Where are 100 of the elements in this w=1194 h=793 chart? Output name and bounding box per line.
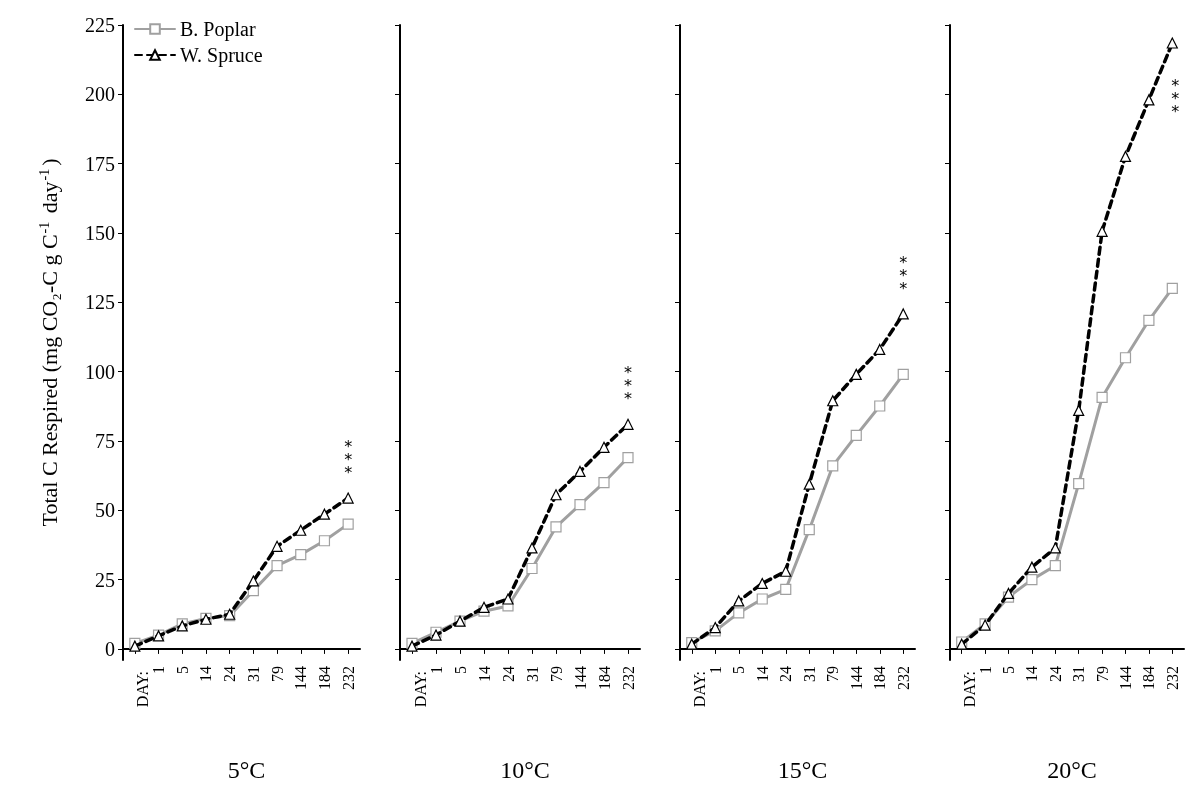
x-tick-label: 79	[824, 666, 842, 682]
x-tick-label: 1	[427, 666, 445, 674]
point	[622, 418, 634, 430]
point	[850, 429, 862, 441]
point	[709, 621, 721, 634]
annotation: ***	[344, 437, 353, 483]
x-tick-label: 232	[894, 666, 912, 690]
x-tick-label: 79	[1093, 666, 1111, 682]
text: DAY:	[961, 671, 979, 708]
point	[1096, 391, 1108, 403]
point	[1166, 37, 1178, 49]
point	[550, 489, 562, 501]
point	[318, 508, 331, 520]
x-tick-label: 232	[339, 666, 357, 690]
point	[1119, 150, 1132, 163]
point	[550, 521, 562, 533]
point	[733, 595, 745, 607]
point	[574, 465, 586, 478]
point	[1143, 314, 1155, 326]
point	[1026, 561, 1038, 573]
point	[733, 607, 745, 619]
point	[295, 549, 307, 561]
point	[502, 593, 514, 605]
point	[271, 560, 283, 572]
point	[1166, 282, 1178, 295]
y-tick-label: 50	[95, 499, 115, 522]
point	[1073, 478, 1085, 490]
x-tick-label: 232	[1163, 666, 1181, 690]
x-tick-label: 14	[753, 666, 771, 682]
point	[780, 583, 792, 595]
annotation: ***	[899, 252, 908, 298]
point	[850, 368, 862, 380]
point	[318, 535, 331, 547]
x-tick-label: 144	[292, 666, 310, 690]
x-tick-label: 79	[268, 666, 286, 682]
y-tick-label: 175	[85, 152, 115, 175]
x-tick-label: 24	[499, 666, 517, 682]
annotation: ***	[1171, 75, 1180, 121]
point	[598, 476, 610, 489]
x-tick-label: 232	[619, 666, 637, 690]
point	[1073, 404, 1085, 417]
point	[1049, 560, 1061, 572]
point	[874, 343, 886, 356]
x-tick-label: 144	[571, 666, 589, 690]
point	[1096, 225, 1108, 237]
point	[803, 478, 815, 490]
annotation: ***	[624, 363, 632, 409]
point	[827, 460, 839, 472]
point	[574, 499, 586, 511]
point	[1002, 587, 1015, 600]
y-tick-label: 200	[85, 83, 115, 106]
x-tick-label: 14	[1023, 666, 1041, 682]
y-tick-label: 125	[85, 291, 115, 314]
x-tick-label: 14	[475, 666, 493, 682]
x-tick-label: 24	[777, 666, 795, 682]
x-axis-title: 5°C	[227, 757, 266, 783]
point	[1143, 94, 1155, 106]
text: DAY:	[411, 671, 429, 708]
point	[526, 562, 538, 575]
y-tick-label: 0	[105, 637, 115, 660]
x-tick-label: 1	[706, 666, 724, 674]
x-tick-label: 184	[595, 666, 613, 690]
x-tick-label: 1	[976, 666, 994, 674]
point	[342, 492, 354, 504]
y-tick-label: 75	[95, 429, 115, 452]
point	[803, 524, 815, 536]
x-tick-label: 5	[451, 666, 469, 674]
x-tick-label: 24	[221, 666, 239, 682]
legend-label: B. Poplar	[180, 18, 256, 41]
x-axis-title: 20°C	[1047, 757, 1097, 783]
x-tick-label: 184	[871, 666, 889, 690]
x-tick-label: 5	[173, 666, 191, 674]
x-tick-label: 31	[523, 666, 541, 682]
x-axis-title: 10°C	[500, 757, 550, 783]
x-tick-label: 31	[800, 666, 818, 682]
point	[598, 441, 610, 453]
point	[1119, 352, 1132, 364]
point	[756, 593, 768, 605]
x-tick-label: 5	[730, 666, 748, 674]
legend-label: W. Spruce	[180, 44, 263, 67]
x-tick-label: 79	[547, 666, 565, 682]
x-tick-label: 144	[1117, 666, 1134, 690]
y-tick-label: 150	[85, 221, 115, 244]
x-axis-title: 15°C	[777, 757, 828, 783]
y-tick-label: 225	[85, 14, 115, 36]
point	[478, 601, 490, 613]
x-tick-label: 5	[1000, 666, 1017, 674]
point	[526, 542, 538, 554]
x-tick-label: 184	[315, 666, 333, 690]
point	[622, 451, 634, 464]
point	[247, 575, 259, 587]
y-axis-title: Total C Respired (mg CO₂-C g C-1 day-1)	[36, 158, 62, 527]
point	[874, 400, 886, 412]
text: DAY:	[691, 671, 709, 708]
point	[780, 565, 792, 577]
x-tick-label: 31	[244, 666, 262, 682]
point	[295, 524, 307, 536]
x-tick-label: 184	[1140, 666, 1158, 690]
point	[342, 518, 354, 530]
point	[897, 368, 909, 380]
